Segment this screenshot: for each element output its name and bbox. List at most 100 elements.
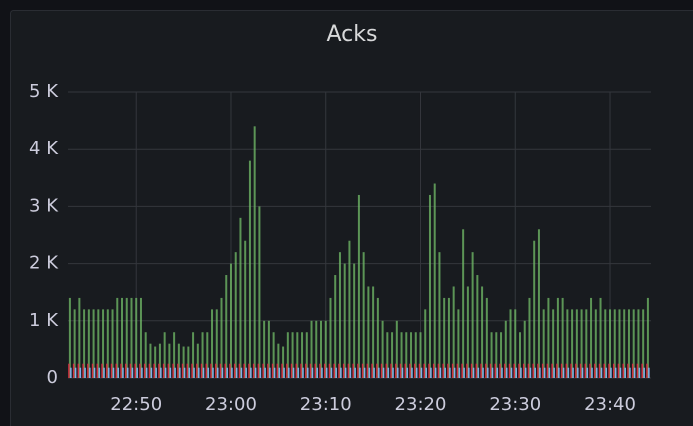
- bar: [278, 367, 281, 378]
- bar: [589, 363, 591, 378]
- bar: [172, 363, 174, 378]
- bar: [276, 363, 279, 378]
- bar: [537, 229, 540, 378]
- bar: [575, 363, 577, 378]
- bar: [145, 367, 148, 378]
- bar: [495, 332, 498, 378]
- bar: [296, 332, 299, 378]
- bar: [612, 363, 615, 378]
- bar: [532, 363, 534, 378]
- bar: [347, 363, 350, 378]
- bar: [520, 367, 522, 378]
- bar: [130, 297, 133, 378]
- bar: [97, 309, 100, 378]
- bar: [476, 275, 479, 378]
- bar: [141, 367, 143, 378]
- y-tick-label: 4 K: [29, 138, 59, 159]
- bar: [428, 194, 431, 378]
- bar: [567, 367, 570, 378]
- bar: [565, 363, 568, 378]
- y-tick-label: 1 K: [29, 310, 59, 331]
- bar: [155, 367, 157, 378]
- bar: [470, 363, 473, 378]
- bar: [354, 367, 356, 378]
- bar: [316, 367, 319, 378]
- bar: [518, 332, 521, 378]
- bar: [514, 309, 517, 378]
- bar: [457, 309, 460, 378]
- bar: [116, 297, 119, 378]
- bar: [240, 367, 243, 378]
- bar: [357, 194, 360, 378]
- bar: [92, 309, 95, 378]
- bar: [111, 309, 114, 378]
- bar: [423, 363, 425, 378]
- bar: [167, 363, 170, 378]
- bar: [646, 363, 648, 378]
- bar: [632, 309, 635, 378]
- bar: [433, 183, 436, 378]
- bar: [561, 297, 564, 378]
- bar: [139, 297, 142, 378]
- bar: [648, 367, 650, 378]
- bar: [196, 343, 199, 378]
- x-tick-label: 23:30: [489, 394, 541, 415]
- bar: [353, 263, 356, 378]
- bar: [414, 332, 417, 378]
- bar: [158, 343, 161, 378]
- bar: [373, 367, 375, 378]
- bar: [150, 367, 153, 378]
- bar: [419, 332, 422, 378]
- bar: [527, 363, 530, 378]
- bar: [546, 363, 549, 378]
- bar: [212, 367, 214, 378]
- bar: [543, 367, 546, 378]
- bar: [73, 309, 76, 378]
- bar: [392, 367, 394, 378]
- bar: [627, 363, 629, 378]
- bar: [259, 367, 262, 378]
- bar: [136, 367, 138, 378]
- bar: [371, 363, 373, 378]
- bar: [288, 367, 290, 378]
- bar: [220, 297, 223, 378]
- bar: [539, 367, 541, 378]
- bar: [301, 332, 304, 378]
- bar: [173, 332, 176, 378]
- bar: [84, 367, 86, 378]
- bar: [596, 367, 598, 378]
- bar: [352, 363, 354, 378]
- bar: [186, 363, 189, 378]
- bar: [395, 320, 398, 378]
- bar: [553, 367, 555, 378]
- bar: [416, 367, 418, 378]
- bar: [617, 363, 620, 378]
- bar: [400, 332, 403, 378]
- bar: [418, 363, 421, 378]
- bar: [504, 320, 507, 378]
- bar: [110, 363, 113, 378]
- bar: [309, 363, 312, 378]
- x-tick-label: 23:40: [584, 394, 636, 415]
- bar: [314, 363, 317, 378]
- bar: [362, 252, 365, 378]
- bar: [579, 363, 582, 378]
- bar: [325, 367, 328, 378]
- bar: [281, 363, 283, 378]
- bar: [504, 363, 506, 378]
- bar: [252, 363, 255, 378]
- bar: [378, 367, 380, 378]
- bar: [201, 332, 204, 378]
- bar: [101, 363, 103, 378]
- bar: [637, 309, 640, 378]
- bar: [330, 367, 333, 378]
- bar: [425, 367, 427, 378]
- bar: [243, 363, 245, 378]
- bar: [506, 367, 508, 378]
- bar: [600, 367, 603, 378]
- bar: [291, 332, 294, 378]
- bar: [414, 363, 416, 378]
- bar: [537, 363, 539, 378]
- bar: [558, 367, 560, 378]
